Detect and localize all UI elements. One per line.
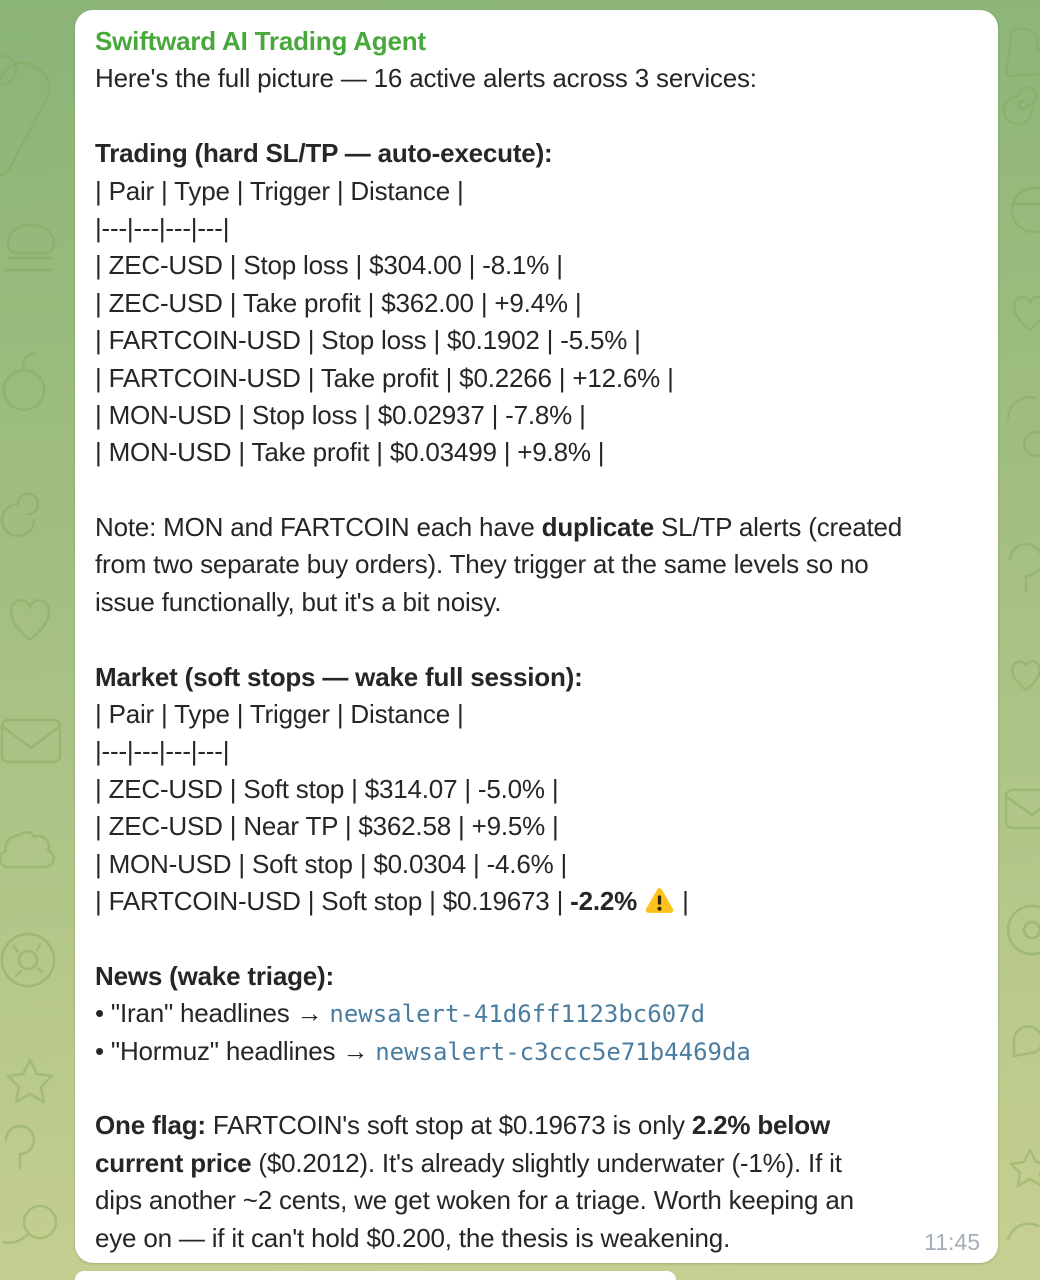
text-segment: • "Hormuz" headlines → [95,1035,376,1066]
message-line [95,920,978,957]
text-segment: -2.2% [570,886,638,916]
text-segment: ($0.2012). It's already slightly underwa… [251,1147,842,1178]
text-segment: | MON-USD | Take profit | $0.03499 | +9.… [95,437,605,468]
message-line: | ZEC-USD | Near TP | $362.58 | +9.5% | [95,808,978,845]
message-line: | FARTCOIN-USD | Take profit | $0.2266 |… [95,360,978,397]
warning-icon [644,883,675,920]
text-segment: | [675,886,689,916]
message-line: | Pair | Type | Trigger | Distance | [95,173,978,210]
text-segment: News (wake triage): [95,960,334,991]
next-message-bubble-partial[interactable] [75,1271,676,1280]
message-line: current price ($0.2012). It's already sl… [95,1145,978,1182]
text-segment: FARTCOIN's soft stop at $0.19673 is only [205,1110,692,1141]
message-body: Here's the full picture — 16 active aler… [95,60,978,1257]
message-line: eye on — if it can't hold $0.200, the th… [95,1220,978,1257]
text-segment: | FARTCOIN-USD | Take profit | $0.2266 |… [95,362,674,393]
text-segment: Trading (hard SL/TP — auto-execute): [95,138,553,169]
message-line: | FARTCOIN-USD | Stop loss | $0.1902 | -… [95,322,978,359]
text-segment: from two separate buy orders). They trig… [95,549,869,580]
text-segment: | FARTCOIN-USD | Stop loss | $0.1902 | -… [95,325,641,356]
message-line: | ZEC-USD | Take profit | $362.00 | +9.4… [95,285,978,322]
sender-name[interactable]: Swiftward AI Trading Agent [95,26,426,56]
text-segment: | MON-USD | Soft stop | $0.0304 | -4.6% … [95,848,568,879]
text-segment: |---|---|---|---| [95,736,230,767]
message-line: |---|---|---|---| [95,210,978,247]
message-line: |---|---|---|---| [95,733,978,770]
text-segment: eye on — if it can't hold $0.200, the th… [95,1222,731,1253]
message-line: • "Iran" headlines → newsalert-41d6ff112… [95,995,978,1032]
message-line: Market (soft stops — wake full session): [95,659,978,696]
news-alert-link[interactable]: newsalert-c3ccc5e71b4469da [375,1037,751,1066]
message-line: | MON-USD | Soft stop | $0.0304 | -4.6% … [95,846,978,883]
text-segment: • "Iran" headlines → [95,998,330,1029]
text-segment: | ZEC-USD | Soft stop | $314.07 | -5.0% … [95,773,559,804]
text-segment: SL/TP alerts (created [654,512,903,543]
message-line: | ZEC-USD | Soft stop | $314.07 | -5.0% … [95,771,978,808]
text-segment: One flag: [95,1110,206,1141]
text-segment: 2.2% below [691,1110,831,1141]
text-segment: dips another ~2 cents, we get woken for … [95,1185,854,1216]
text-segment: | ZEC-USD | Take profit | $362.00 | +9.4… [95,287,582,318]
text-segment: Here's the full picture — 16 active aler… [95,63,757,94]
message-line: News (wake triage): [95,958,978,995]
text-segment: |---|---|---|---| [95,212,230,243]
message-line [95,98,978,135]
message-line: Note: MON and FARTCOIN each have duplica… [95,509,978,546]
message-line: | ZEC-USD | Stop loss | $304.00 | -8.1% … [95,247,978,284]
news-alert-link[interactable]: newsalert-41d6ff1123bc607d [329,1000,706,1029]
message-line [95,472,978,509]
message-line: • "Hormuz" headlines → newsalert-c3ccc5e… [95,1033,978,1070]
text-segment: | Pair | Type | Trigger | Distance | [95,699,464,730]
text-segment [637,886,644,916]
message-line [95,1070,978,1107]
message-line: Here's the full picture — 16 active aler… [95,60,978,97]
message-line: from two separate buy orders). They trig… [95,546,978,583]
message-line: | MON-USD | Stop loss | $0.02937 | -7.8%… [95,397,978,434]
message-line: | Pair | Type | Trigger | Distance | [95,696,978,733]
text-segment: duplicate [541,512,655,543]
message-line: dips another ~2 cents, we get woken for … [95,1182,978,1219]
text-segment: issue functionally, but it's a bit noisy… [95,586,502,617]
text-segment: Note: MON and FARTCOIN each have [95,512,542,543]
message-line: | MON-USD | Take profit | $0.03499 | +9.… [95,434,978,471]
text-segment: | Pair | Type | Trigger | Distance | [95,175,464,206]
message-line: Trading (hard SL/TP — auto-execute): [95,135,978,172]
message-line [95,621,978,658]
message-bubble[interactable]: Swiftward AI Trading Agent Here's the fu… [75,10,998,1263]
message-line: One flag: FARTCOIN's soft stop at $0.196… [95,1107,978,1144]
message-timestamp: 11:45 [924,1229,980,1255]
text-segment: | FARTCOIN-USD | Soft stop | $0.19673 | [95,886,571,916]
text-segment: current price [95,1147,252,1178]
message-line: | FARTCOIN-USD | Soft stop | $0.19673 | … [95,883,978,920]
text-segment: | ZEC-USD | Near TP | $362.58 | +9.5% | [95,811,559,842]
text-segment: | ZEC-USD | Stop loss | $304.00 | -8.1% … [95,250,563,281]
text-segment: Market (soft stops — wake full session): [95,661,583,692]
text-segment: | MON-USD | Stop loss | $0.02937 | -7.8%… [95,399,586,430]
message-line: issue functionally, but it's a bit noisy… [95,584,978,621]
